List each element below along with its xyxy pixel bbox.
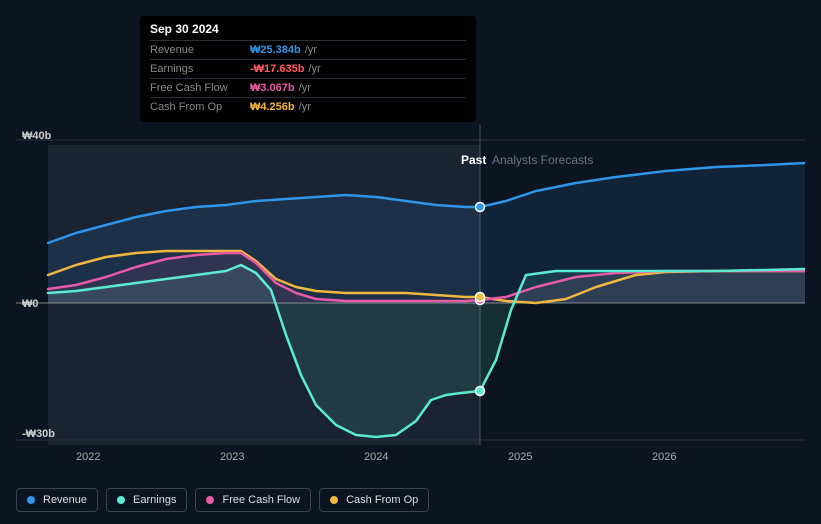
legend-item[interactable]: Free Cash Flow <box>195 488 311 512</box>
legend-label: Revenue <box>43 494 87 506</box>
tooltip-row: Free Cash Flow₩3.067b/yr <box>150 78 466 97</box>
legend-label: Free Cash Flow <box>222 494 300 506</box>
tooltip-unit: /yr <box>308 63 320 75</box>
legend-item[interactable]: Earnings <box>106 488 187 512</box>
legend-label: Earnings <box>133 494 176 506</box>
tooltip-date: Sep 30 2024 <box>150 22 466 40</box>
tooltip-label: Earnings <box>150 63 250 75</box>
chart-legend: Revenue Earnings Free Cash Flow Cash From O… <box>16 488 429 512</box>
y-axis-label: ₩0 <box>22 298 39 310</box>
y-axis-label: -₩30b <box>22 428 55 440</box>
x-axis-label: 2026 <box>652 451 676 463</box>
chart-tooltip: Sep 30 2024 Revenue₩25.384b/yrEarnings-₩… <box>140 16 476 122</box>
tooltip-value: ₩4.256b <box>250 101 295 113</box>
chart-svg <box>16 125 805 445</box>
tooltip-value: ₩25.384b <box>250 44 301 56</box>
section-label: Past <box>461 153 486 167</box>
tooltip-row: Cash From Op₩4.256b/yr <box>150 97 466 116</box>
legend-label: Cash From Op <box>346 494 418 506</box>
tooltip-label: Cash From Op <box>150 101 250 113</box>
x-axis-label: 2024 <box>364 451 388 463</box>
legend-dot-icon <box>330 496 338 504</box>
section-label: Analysts Forecasts <box>492 153 593 167</box>
tooltip-row: Earnings-₩17.635b/yr <box>150 59 466 78</box>
legend-item[interactable]: Cash From Op <box>319 488 429 512</box>
legend-dot-icon <box>27 496 35 504</box>
x-axis-label: 2025 <box>508 451 532 463</box>
tooltip-value: -₩17.635b <box>250 63 304 75</box>
tooltip-label: Revenue <box>150 44 250 56</box>
tooltip-unit: /yr <box>299 101 311 113</box>
earnings-chart <box>16 125 805 480</box>
tooltip-row: Revenue₩25.384b/yr <box>150 40 466 59</box>
tooltip-unit: /yr <box>299 82 311 94</box>
y-axis-label: ₩40b <box>22 130 51 142</box>
tooltip-label: Free Cash Flow <box>150 82 250 94</box>
x-axis-label: 2022 <box>76 451 100 463</box>
legend-dot-icon <box>117 496 125 504</box>
x-axis-label: 2023 <box>220 451 244 463</box>
tooltip-value: ₩3.067b <box>250 82 295 94</box>
legend-item[interactable]: Revenue <box>16 488 98 512</box>
tooltip-unit: /yr <box>305 44 317 56</box>
legend-dot-icon <box>206 496 214 504</box>
